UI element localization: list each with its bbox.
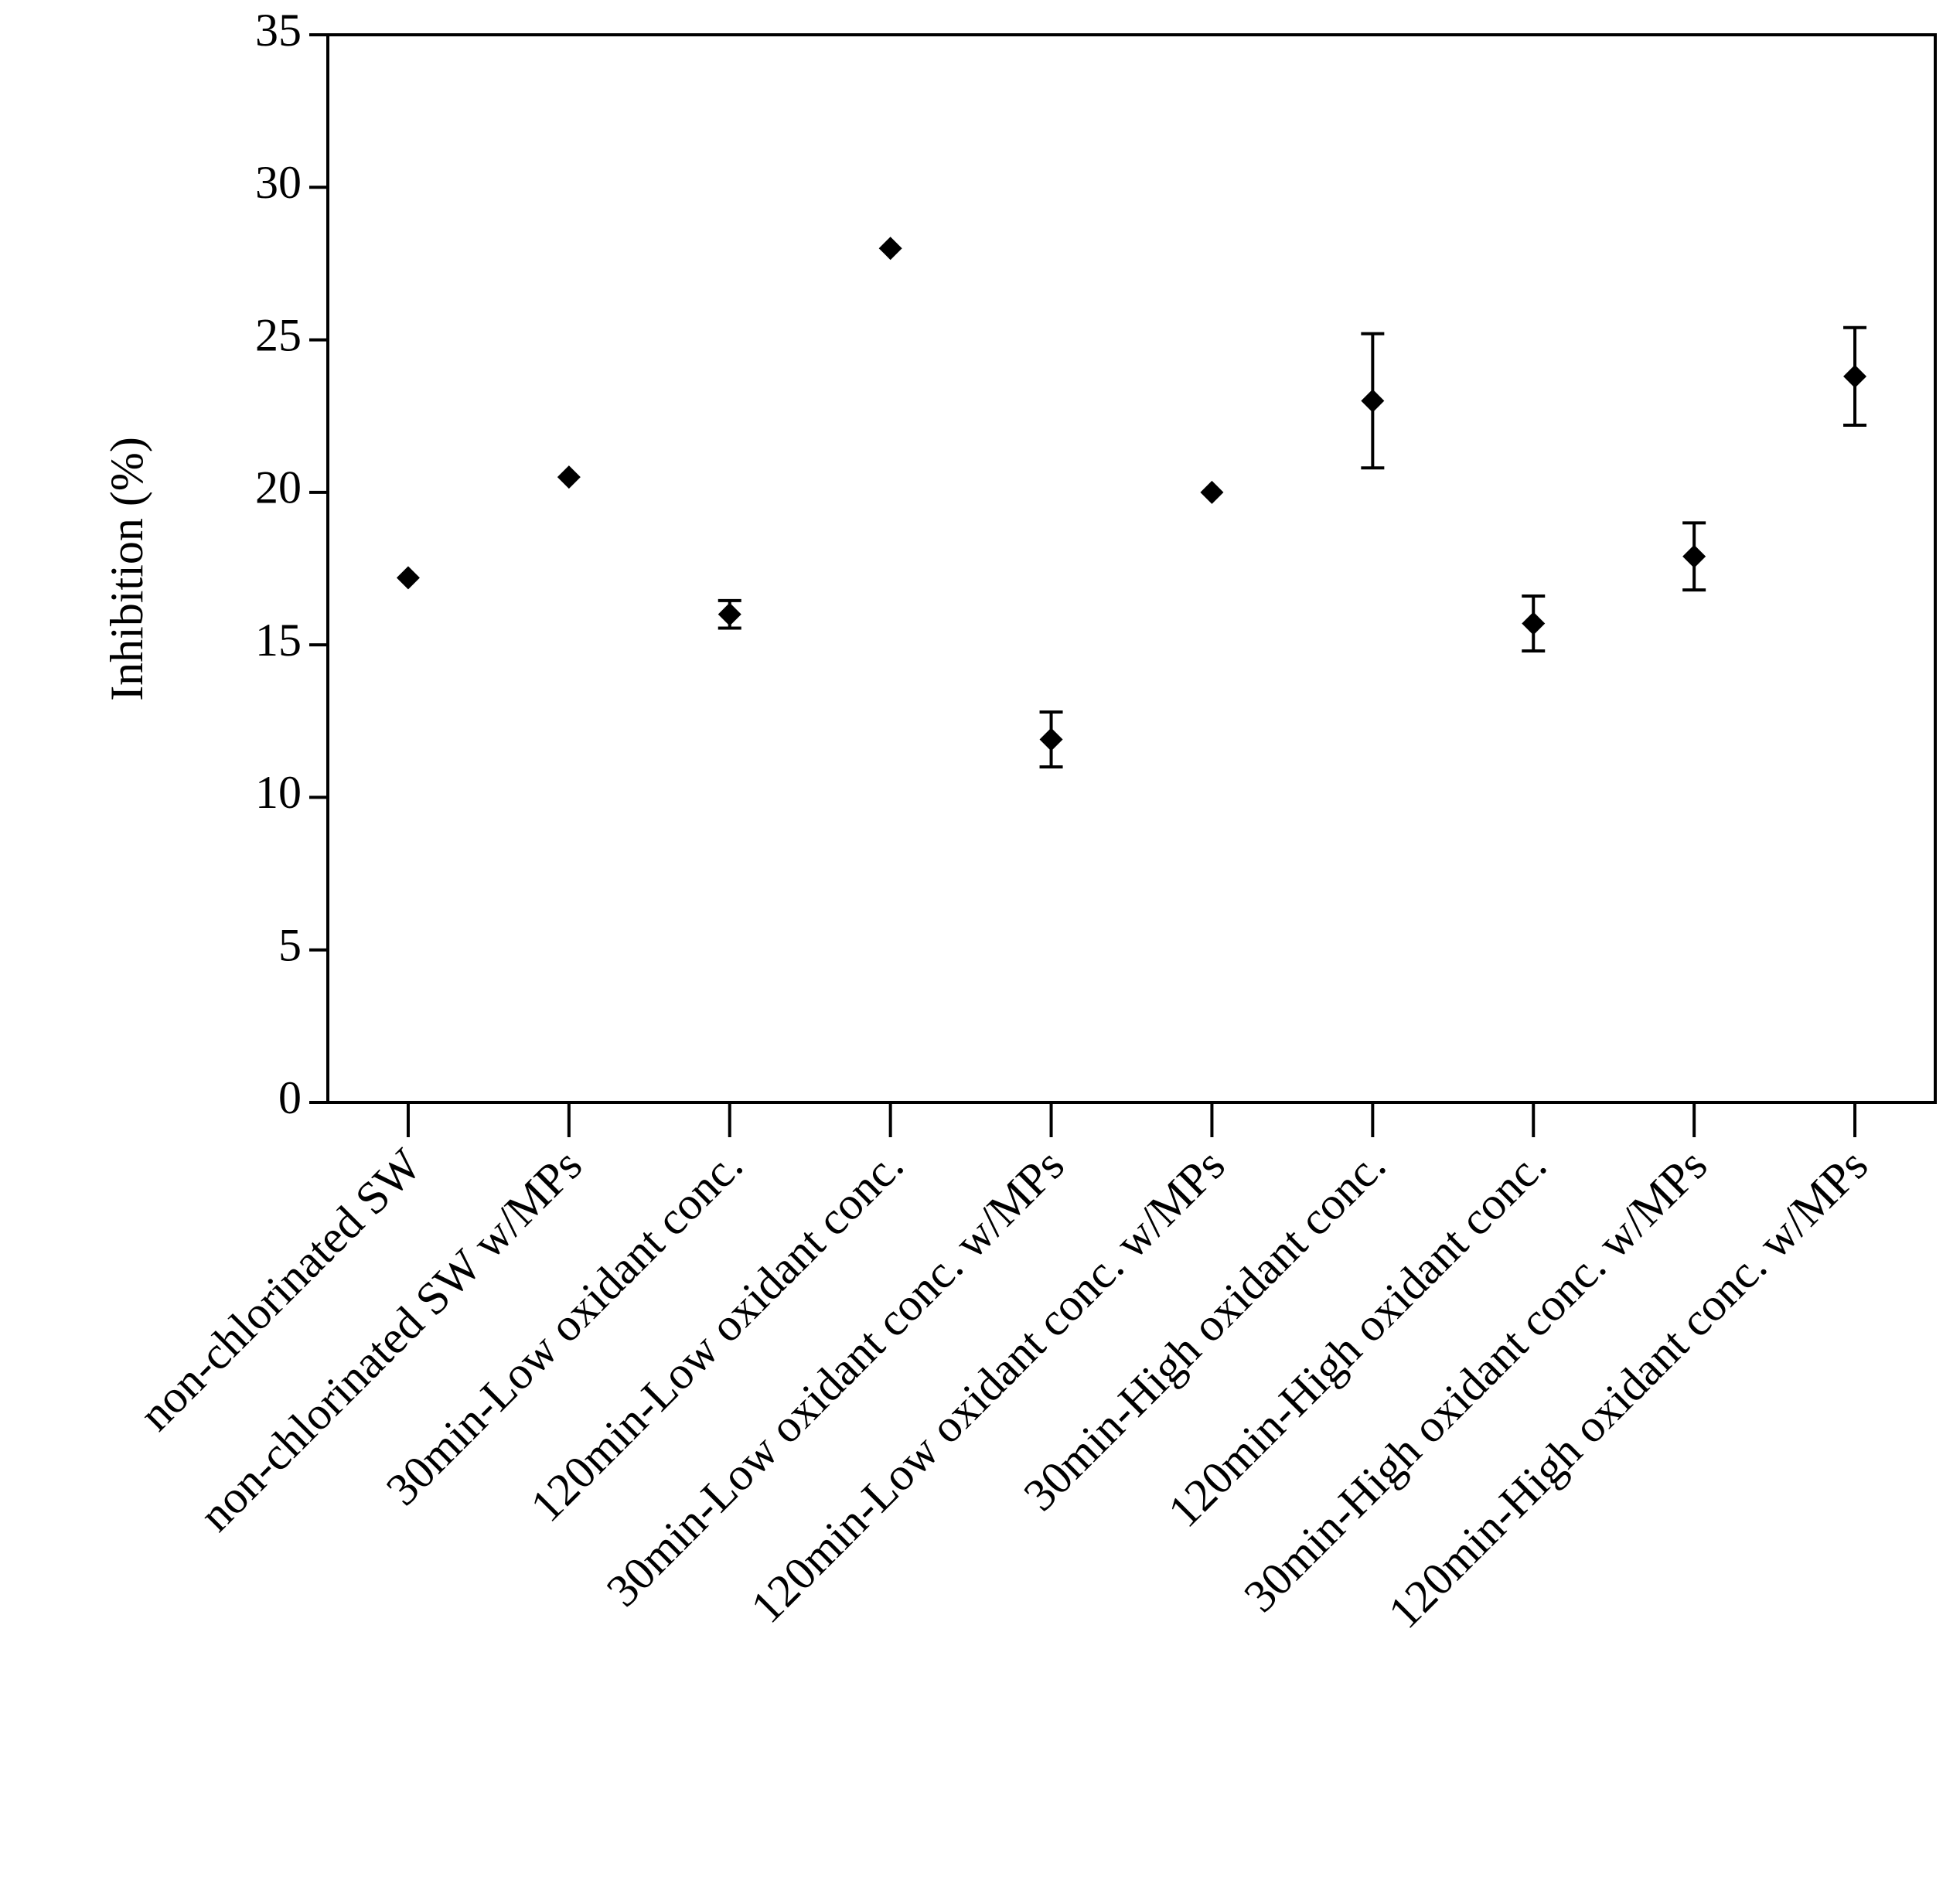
y-tick-label: 35 (255, 5, 302, 56)
x-tick-label: non-chlorinated SW (130, 1139, 431, 1440)
marker (1361, 389, 1385, 413)
marker (1682, 544, 1706, 568)
marker (718, 602, 741, 626)
y-tick-label: 20 (255, 462, 302, 513)
marker (878, 237, 902, 261)
marker (1843, 364, 1867, 388)
y-axis-title: Inhibition (%) (101, 437, 152, 701)
plot-frame (326, 33, 1937, 1104)
marker (557, 465, 581, 489)
marker (1522, 612, 1546, 635)
marker (1039, 727, 1063, 751)
y-tick-label: 0 (278, 1072, 302, 1123)
y-tick-label: 10 (255, 767, 302, 818)
y-tick-label: 5 (278, 919, 302, 970)
y-tick-label: 25 (255, 309, 302, 360)
y-tick-label: 15 (255, 615, 302, 666)
marker (1200, 480, 1224, 504)
marker (396, 566, 420, 590)
y-tick-label: 30 (255, 157, 302, 208)
